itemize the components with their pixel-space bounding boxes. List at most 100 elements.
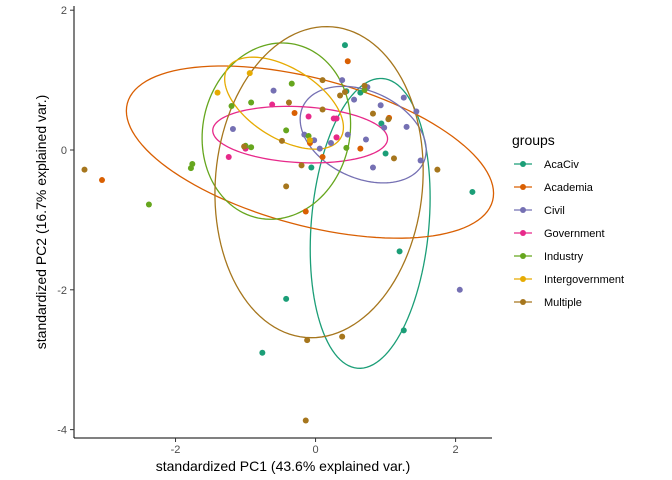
point-academia — [302, 208, 309, 215]
y-tick-label: 2 — [61, 5, 67, 17]
legend-label-multiple: Multiple — [544, 297, 582, 309]
point-academia — [344, 58, 351, 65]
legend-label-government: Government — [544, 228, 605, 240]
ellipse-government — [212, 105, 389, 164]
point-acaciv — [382, 150, 389, 157]
legend-key-point-acaciv — [520, 161, 526, 167]
legend-key-point-multiple — [520, 299, 526, 305]
point-civil — [403, 123, 410, 130]
point-intergovernment — [246, 70, 253, 77]
legend-label-civil: Civil — [544, 205, 565, 217]
point-multiple — [361, 82, 368, 89]
point-civil — [327, 140, 334, 147]
point-multiple — [319, 77, 326, 84]
y-tick-label: -4 — [57, 425, 67, 437]
point-acaciv — [341, 42, 348, 49]
data-points — [81, 42, 476, 424]
axes: -2 0 2 -4 -2 0 2 — [57, 5, 492, 456]
point-industry — [187, 165, 194, 172]
point-government — [225, 153, 232, 160]
point-intergovernment — [306, 137, 313, 144]
point-multiple — [283, 183, 290, 190]
legend-label-acaciv: AcaCiv — [544, 159, 579, 171]
point-acaciv — [469, 188, 476, 195]
x-tick-label: 2 — [453, 444, 459, 456]
point-multiple — [302, 417, 309, 424]
ellipse-academia — [125, 65, 495, 239]
y-tick-label: -2 — [57, 285, 67, 297]
x-axis-title: standardized PC1 (43.6% explained var.) — [156, 458, 410, 474]
point-civil — [413, 108, 420, 115]
point-intergovernment — [214, 89, 221, 96]
point-multiple — [337, 92, 344, 99]
point-industry — [145, 201, 152, 208]
point-civil — [229, 126, 236, 133]
point-civil — [344, 131, 351, 138]
legend-key-point-civil — [520, 207, 526, 213]
ellipse-intergovernment — [224, 56, 345, 150]
legend-key-point-government — [520, 230, 526, 236]
legend: groups AcaCiv Academia Civil Government Indu… — [512, 132, 624, 309]
point-multiple — [369, 110, 376, 117]
point-government — [333, 134, 340, 141]
point-industry — [288, 80, 295, 87]
point-multiple — [385, 116, 392, 123]
x-tick-label: 0 — [312, 444, 318, 456]
point-industry — [343, 144, 350, 151]
ellipse-industry — [201, 42, 352, 220]
point-multiple — [81, 166, 88, 173]
point-government — [269, 101, 276, 108]
point-academia — [319, 153, 326, 160]
legend-label-academia: Academia — [544, 182, 594, 194]
point-academia — [357, 145, 364, 152]
point-multiple — [298, 162, 305, 169]
y-axis-title: standardized PC2 (16.7% explained var.) — [33, 95, 49, 349]
point-acaciv — [400, 327, 407, 334]
legend-title: groups — [512, 132, 555, 148]
group-ellipses — [125, 25, 495, 369]
point-industry — [248, 144, 255, 151]
point-civil — [381, 124, 388, 131]
point-government — [330, 115, 337, 122]
ellipse-acaciv — [309, 77, 431, 369]
point-civil — [351, 96, 358, 103]
point-acaciv — [283, 295, 290, 302]
x-tick-label: -2 — [171, 444, 181, 456]
point-multiple — [341, 88, 348, 95]
point-multiple — [285, 99, 292, 106]
point-industry — [361, 86, 368, 93]
legend-key-point-intergovernment — [520, 276, 526, 282]
point-civil — [362, 136, 369, 143]
point-acaciv — [259, 349, 266, 356]
point-multiple — [241, 143, 248, 150]
y-tick-label: 0 — [61, 145, 67, 157]
point-multiple — [278, 137, 285, 144]
point-academia — [291, 109, 298, 116]
point-civil — [339, 77, 346, 84]
ellipse-multiple — [214, 25, 424, 339]
point-civil — [417, 157, 424, 164]
point-civil — [316, 145, 323, 152]
legend-label-industry: Industry — [544, 251, 584, 263]
point-industry — [228, 102, 235, 109]
legend-key-point-industry — [520, 253, 526, 259]
point-industry — [248, 99, 255, 106]
point-government — [305, 113, 312, 120]
point-civil — [270, 87, 277, 94]
point-civil — [377, 102, 384, 109]
point-multiple — [434, 166, 441, 173]
point-acaciv — [308, 164, 315, 171]
legend-label-intergovernment: Intergovernment — [544, 274, 624, 286]
point-academia — [99, 177, 106, 184]
point-civil — [456, 286, 463, 293]
point-industry — [283, 127, 290, 134]
point-multiple — [319, 106, 326, 113]
point-multiple — [390, 155, 397, 162]
point-acaciv — [396, 248, 403, 255]
point-civil — [369, 164, 376, 171]
point-civil — [311, 137, 318, 144]
point-multiple — [339, 333, 346, 340]
legend-key-point-academia — [520, 184, 526, 190]
point-multiple — [304, 337, 311, 344]
